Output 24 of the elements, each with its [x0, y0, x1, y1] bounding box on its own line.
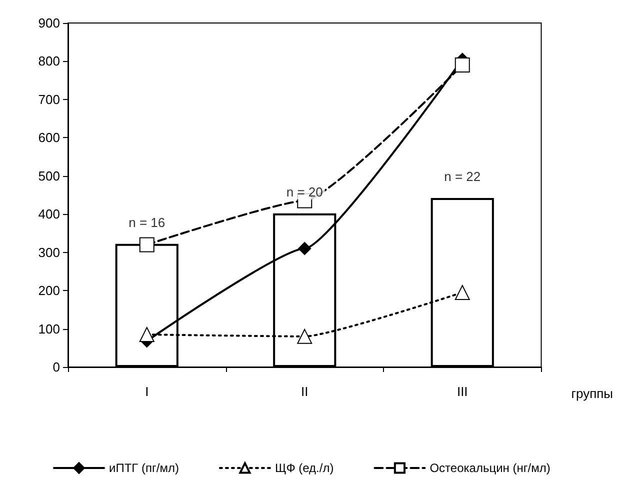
x-tick-label: I: [145, 384, 149, 399]
x-axis-title: группы: [571, 386, 613, 401]
legend-label: ЩФ (ед./л): [274, 461, 334, 475]
x-tick-label: III: [456, 384, 468, 399]
annotation: n = 16: [128, 214, 166, 230]
y-tick-label: 500: [38, 168, 60, 184]
legend-label: Остеокальцин (нг/мл): [430, 461, 550, 475]
y-tick-label: 700: [38, 92, 60, 107]
y-tick-label: 300: [38, 244, 60, 260]
y-tick-label: 900: [38, 16, 60, 30]
annotation: n = 22: [444, 169, 481, 184]
legend-label: иПТГ (пг/мл): [109, 461, 179, 475]
point: [139, 327, 154, 342]
y-tick-label: 100: [38, 321, 60, 336]
y-tick-label: 800: [38, 54, 60, 69]
point: [454, 58, 470, 73]
y-tick-label: 400: [38, 206, 60, 222]
x-tick-label: II: [301, 384, 308, 399]
point: [139, 237, 154, 252]
y-tick-label: 600: [38, 130, 60, 146]
point: [298, 242, 312, 256]
y-tick-label: 0: [52, 360, 60, 374]
y-tick-label: 200: [38, 283, 60, 298]
annotation: n = 20: [286, 184, 323, 200]
